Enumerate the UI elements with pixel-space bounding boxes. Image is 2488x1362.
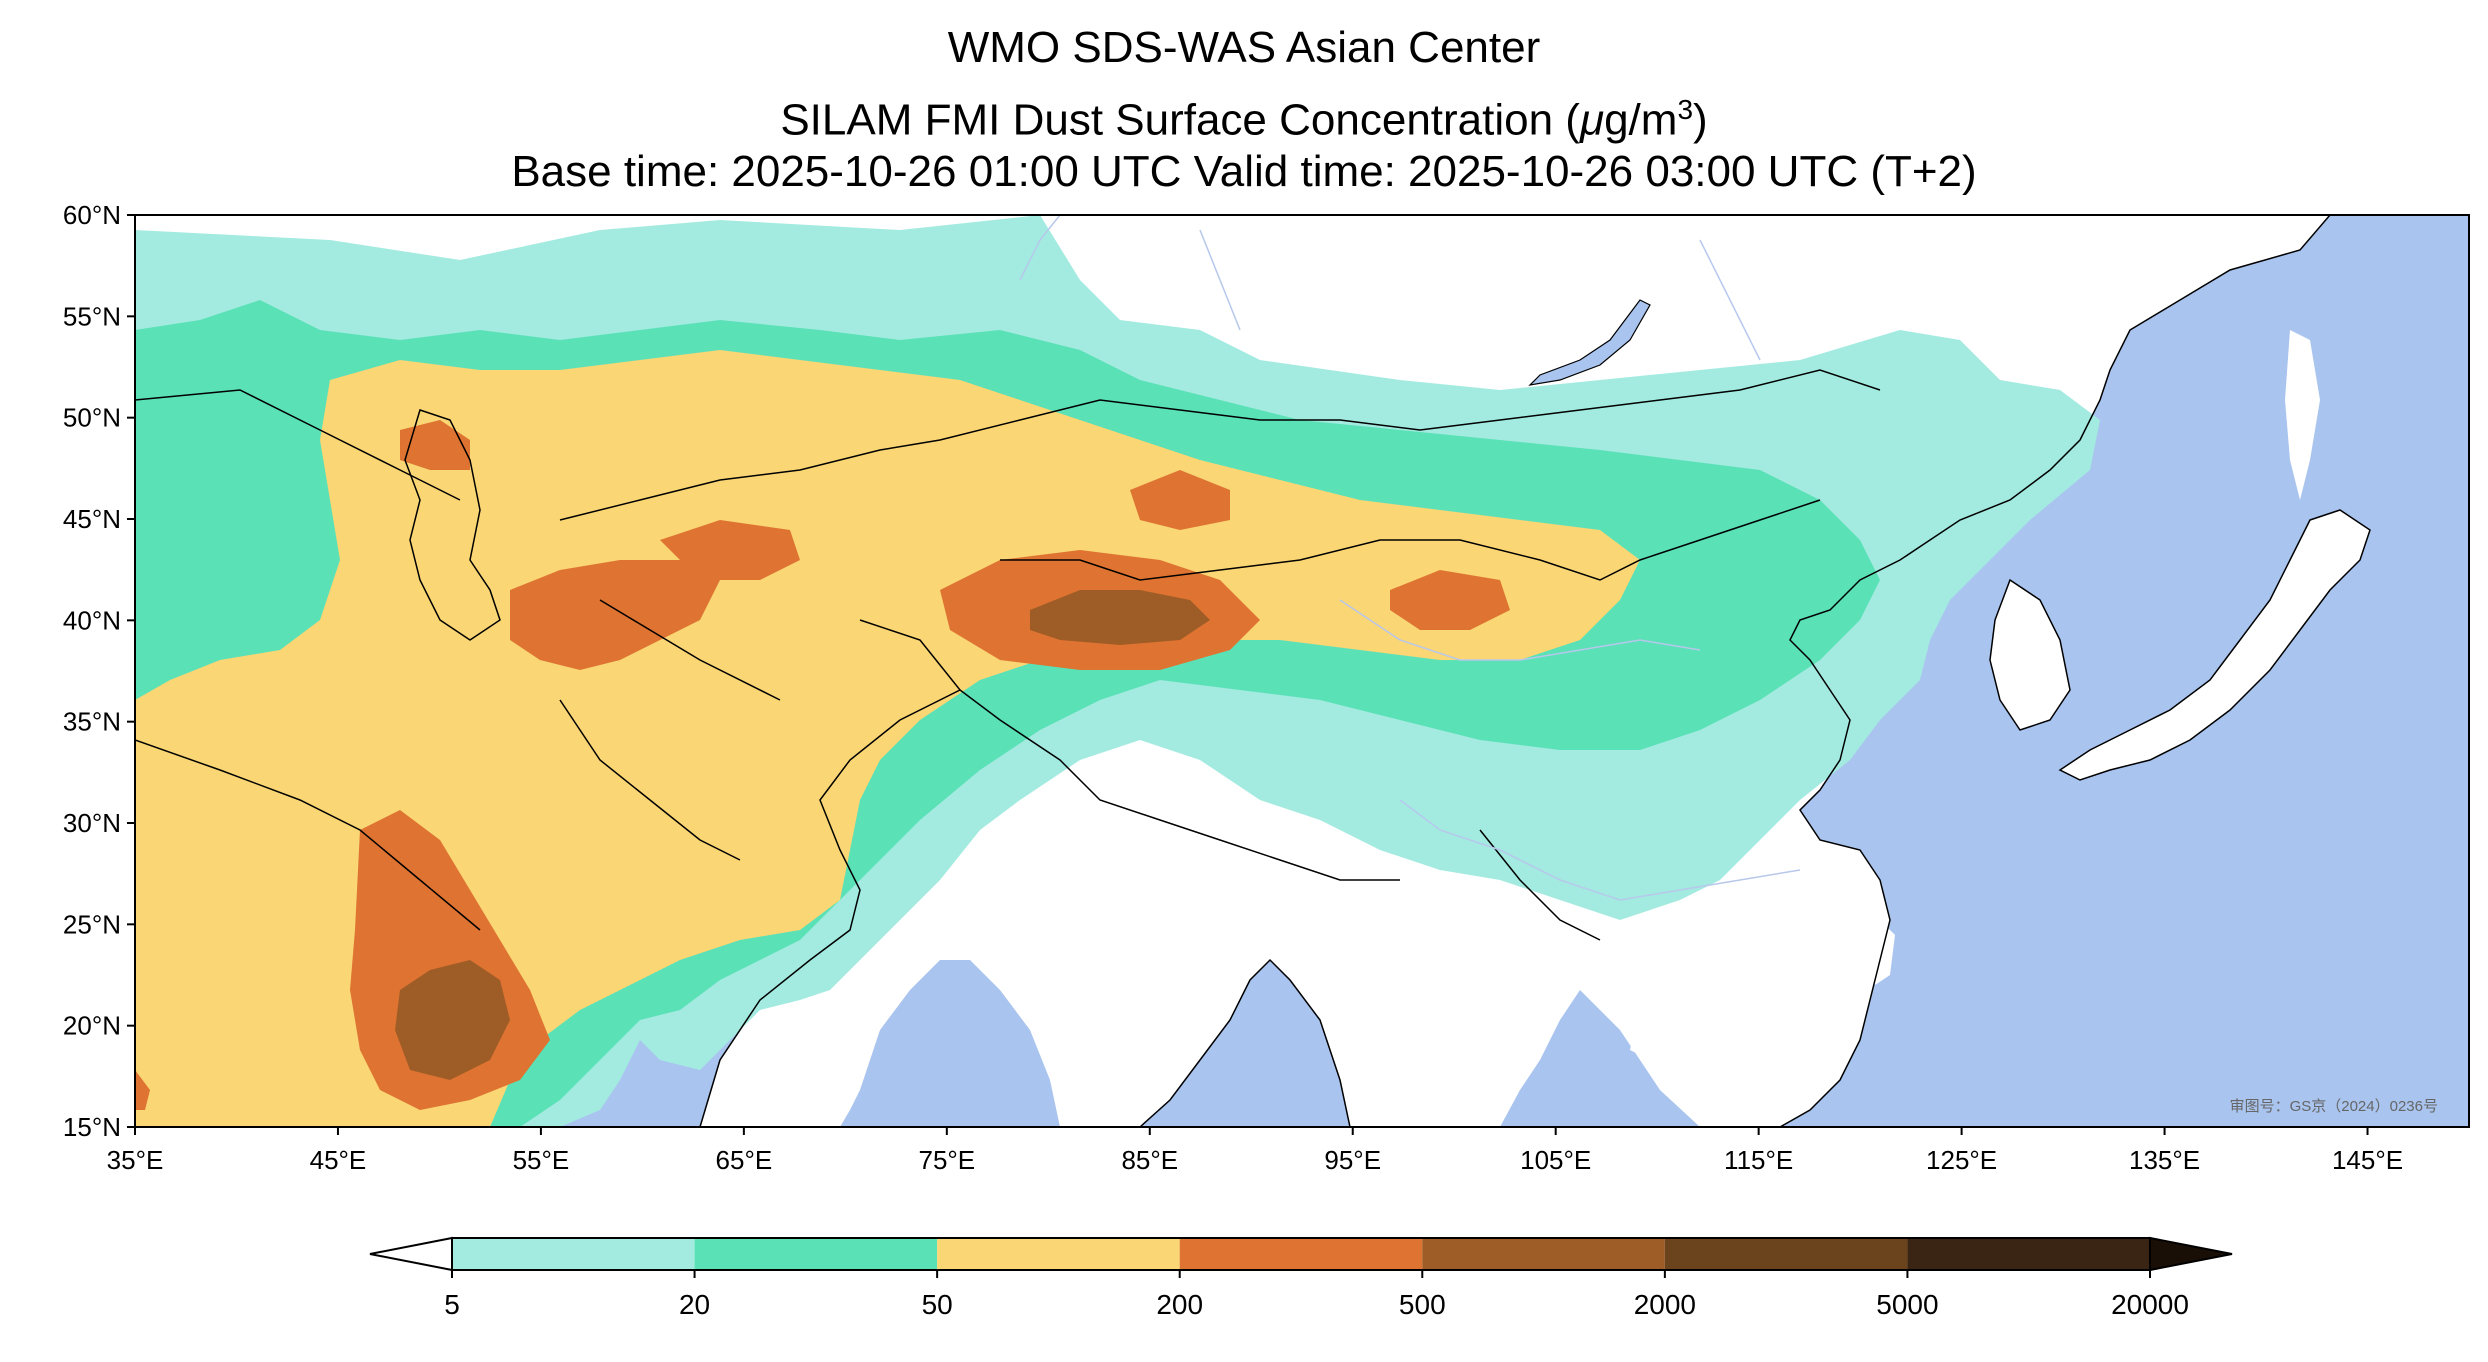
country-borders (135, 215, 2371, 1127)
colorbar: 5 20 50 200 500 2000 5000 20000 (369, 1236, 2233, 1320)
colorbar-tick-label: 2000 (1634, 1289, 1696, 1320)
hainan-land (1630, 1020, 1670, 1060)
colorbar-under-extension (369, 1236, 453, 1272)
lon-tick-label: 145°E (2332, 1145, 2403, 1175)
lon-tick-label: 95°E (1324, 1145, 1381, 1175)
lat-tick-label: 50°N (63, 403, 121, 433)
lon-tick-label: 135°E (2129, 1145, 2200, 1175)
japan-land (2060, 510, 2370, 780)
map-subtitle: SILAM FMI Dust Surface Concentration (μg… (0, 84, 2488, 147)
lon-tick-label: 85°E (1121, 1145, 1178, 1175)
colorbar-segment (452, 1238, 695, 1270)
subtitle-prefix: SILAM FMI Dust Surface Concentration ( (780, 95, 1580, 145)
lon-tick-label: 75°E (918, 1145, 975, 1175)
lat-tick-label: 15°N (63, 1112, 121, 1142)
subtitle-suffix: ) (1693, 95, 1708, 145)
lat-tick-label: 25°N (63, 909, 121, 939)
rivers (1019, 215, 1801, 901)
srilanka-land (1118, 1100, 1140, 1127)
lon-tick-label: 115°E (1724, 1145, 1793, 1175)
colorbar-segment (1664, 1238, 1908, 1270)
lon-tick-label: 35°E (107, 1145, 164, 1175)
map-time-info: Base time: 2025-10-26 01:00 UTC Valid ti… (511, 147, 1977, 196)
colorbar-tick-label: 5000 (1876, 1289, 1938, 1320)
map-watermark: 审图号：GS京（2024）0236号 (2230, 1098, 2438, 1115)
colorbar-tick-label: 50 (922, 1289, 953, 1320)
colorbar-segment (937, 1238, 1180, 1270)
lon-tick-label: 45°E (310, 1145, 367, 1175)
dust-level-500-2000 (395, 590, 1210, 1080)
korea-land (1990, 580, 2070, 730)
lon-tick-label: 65°E (716, 1145, 773, 1175)
colorbar-over-extension (2149, 1236, 2233, 1272)
subtitle-unit: g/m (1604, 95, 1678, 145)
colorbar-tick-label: 200 (1156, 1289, 1203, 1320)
lat-tick-label: 45°N (63, 504, 121, 534)
lon-tick-label: 125°E (1926, 1145, 1997, 1175)
latitude-axis: 60°N 55°N 50°N 45°N 40°N 35°N 30°N 25°N 20°N 15°N (63, 200, 135, 1142)
map-frame (134, 214, 2470, 1128)
lat-tick-label: 40°N (63, 605, 121, 635)
colorbar-frame (451, 1237, 2151, 1271)
colorbar-tick-label: 500 (1399, 1289, 1446, 1320)
colorbar-tick-label: 20000 (2111, 1289, 2189, 1320)
map-area: 审图号：GS京（2024）0236号 (135, 215, 2469, 1127)
map-title: WMO SDS-WAS Asian Center (947, 23, 1541, 72)
lake-baikal (1528, 299, 1651, 386)
colorbar-segment (1422, 1238, 1665, 1270)
colorbar-segment (694, 1238, 938, 1270)
lon-tick-label: 55°E (513, 1145, 570, 1175)
colorbar-tick-label: 5 (444, 1289, 460, 1320)
lon-tick-label: 105°E (1520, 1145, 1591, 1175)
colorbar-segment (1179, 1238, 1423, 1270)
lat-tick-label: 60°N (63, 200, 121, 230)
colorbar-tick-label: 20 (679, 1289, 710, 1320)
subtitle-mu: μ (1579, 95, 1605, 145)
lat-tick-label: 30°N (63, 808, 121, 838)
sakhalin-land (2285, 330, 2320, 500)
longitude-axis: 35°E 45°E 55°E 65°E 75°E 85°E 95°E 105°E 115°E 12… (107, 1127, 2403, 1175)
lat-tick-label: 35°N (63, 707, 121, 737)
colorbar-segment (1907, 1238, 2150, 1270)
lat-tick-label: 20°N (63, 1011, 121, 1041)
subtitle-superscript: 3 (1677, 94, 1694, 125)
lat-tick-label: 55°N (63, 301, 121, 331)
dust-level-50-200 (135, 350, 1640, 1127)
dust-level-200-500 (135, 420, 1510, 1110)
